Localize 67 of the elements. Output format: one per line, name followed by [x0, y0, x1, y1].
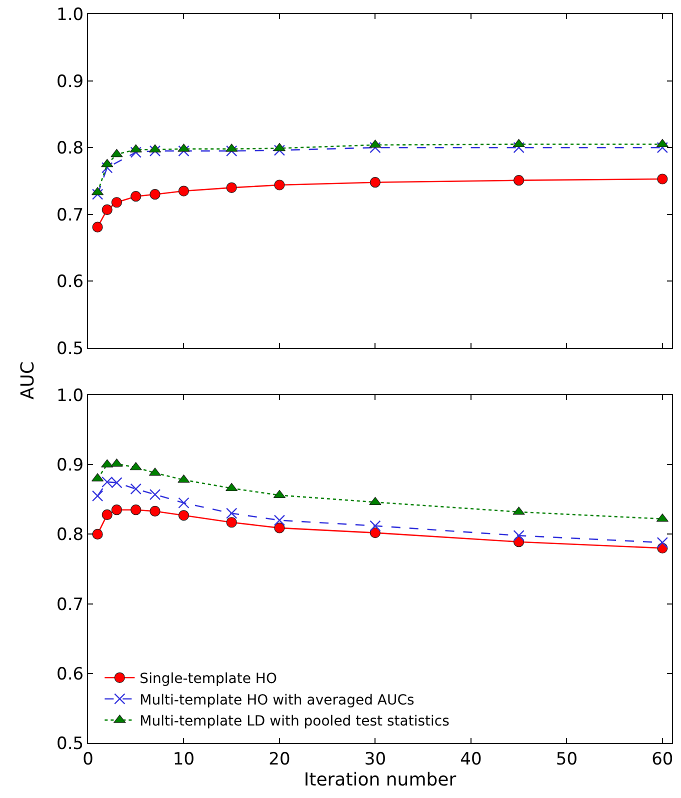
x-tick-label: 10	[172, 749, 195, 770]
point	[92, 222, 103, 232]
point	[657, 174, 668, 184]
point	[370, 528, 381, 538]
x-tick-label: 0	[82, 749, 94, 770]
point	[92, 188, 104, 200]
legend-label: Multi-template HO with averaged AUCs	[140, 692, 414, 708]
point	[513, 530, 524, 542]
point	[149, 488, 161, 500]
point	[226, 482, 238, 492]
x-axis-title: Iteration number	[304, 770, 457, 790]
point	[656, 138, 668, 148]
y-tick-label: 1.0	[56, 4, 84, 25]
point	[130, 483, 142, 495]
x-tick-label: 20	[268, 749, 290, 770]
y-tick-label: 0.8	[56, 138, 84, 159]
x-tick-label: 60	[652, 749, 674, 770]
point	[102, 509, 112, 520]
point	[178, 145, 190, 157]
point	[130, 504, 142, 516]
point	[102, 204, 112, 216]
legend-label: Multi-template LD with pooled test statistics	[140, 714, 450, 730]
x-tick-label: 40	[460, 749, 482, 770]
point	[226, 508, 238, 519]
point	[512, 138, 525, 148]
point	[656, 142, 668, 154]
y-tick-label: 0.7	[56, 594, 84, 615]
point	[226, 517, 237, 528]
point	[274, 144, 286, 156]
point	[274, 180, 285, 190]
point	[149, 145, 161, 157]
point	[150, 189, 160, 200]
point	[178, 497, 190, 508]
point	[130, 191, 142, 202]
y-tick-label: 0.6	[56, 272, 84, 292]
point	[274, 522, 285, 534]
x-tick-label: 50	[556, 749, 578, 770]
y-tick-label: 1.0	[56, 386, 84, 406]
point	[370, 520, 381, 532]
point	[274, 514, 286, 526]
x-tick-label: 30	[364, 749, 386, 770]
point	[111, 197, 122, 208]
y-tick-label: 0.6	[56, 664, 84, 684]
point	[130, 146, 142, 158]
y-tick-label: 0.7	[56, 205, 84, 226]
point	[656, 536, 668, 548]
point	[370, 177, 381, 188]
point	[110, 148, 123, 158]
point	[226, 182, 237, 193]
y-tick-label: 0.8	[56, 525, 84, 546]
point	[226, 145, 238, 157]
y-tick-label: 0.5	[56, 734, 84, 754]
point	[514, 175, 524, 186]
point	[102, 162, 113, 174]
y-axis-title: AUC	[18, 360, 38, 402]
legend-label: Single-template HO	[140, 671, 277, 688]
point	[370, 142, 381, 154]
y-tick-label: 0.9	[56, 456, 84, 476]
point	[150, 506, 160, 517]
point	[513, 142, 524, 154]
point	[178, 510, 190, 521]
y-tick-label: 0.9	[56, 72, 84, 92]
point	[92, 490, 104, 502]
point	[92, 528, 103, 540]
point	[178, 186, 190, 196]
y-tick-label: 0.5	[56, 338, 84, 359]
point	[111, 504, 122, 516]
